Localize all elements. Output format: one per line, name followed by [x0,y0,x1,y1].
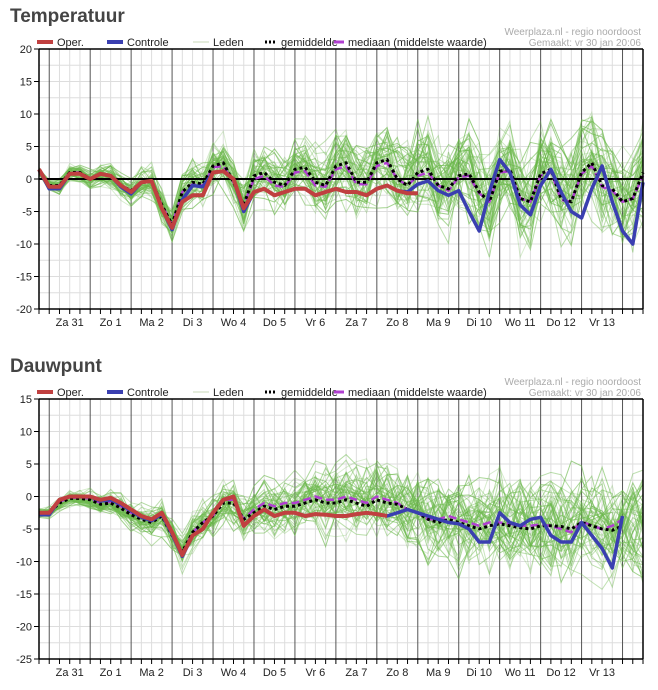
y-tick-label: -25 [16,654,32,666]
x-tick-label: Do 12 [546,317,575,329]
ensemble-member-line [38,125,644,230]
x-tick-label: Di 10 [466,317,492,329]
ensemble-member-line [38,483,644,576]
ensemble-member-line [38,468,644,557]
ensemble-member-line [38,460,644,584]
x-tick-label: Za 7 [345,667,367,679]
y-tick-label: 0 [26,174,32,186]
y-tick-label: -10 [16,557,32,569]
x-tick-label: Vr 13 [589,667,615,679]
ensemble-member-line [38,120,644,236]
dewpoint-panel: Dauwpunt Oper. Controle Leden gemiddelde med… [0,350,658,690]
x-tick-label: Zo 1 [100,667,122,679]
y-tick-label: -10 [16,239,32,251]
x-tick-label: Di 10 [466,667,492,679]
legend-label-oper: Oper. [57,387,84,399]
ensemble-member-line [38,117,644,240]
y-tick-label: 20 [20,44,32,56]
ensemble-member-line [38,136,644,248]
x-tick-label: Wo 4 [221,667,246,679]
legend-label-gemiddelde: gemiddelde [281,37,338,49]
ensemble-member-line [38,475,644,549]
y-tick-label: 5 [26,459,32,471]
ensemble-member-line [38,135,644,229]
ensemble-member-line [38,462,644,580]
x-tick-label: Ma 2 [139,667,163,679]
ensemble-member-line [38,490,644,563]
x-tick-label: Di 3 [183,667,203,679]
ensemble-member-line [38,132,644,223]
dewpoint-chart: Oper. Controle Leden gemiddelde mediaan (mid… [16,377,644,679]
y-tick-label: 15 [20,394,32,406]
x-tick-label: Vr 6 [306,317,326,329]
temperature-chart: Oper. Controle Leden gemiddelde mediaan (mid… [16,27,645,329]
x-tick-label: Do 12 [546,667,575,679]
x-tick-label: Wo 11 [505,317,536,329]
legend-label-mediaan: mediaan (middelste waarde) [348,387,487,399]
ensemble-member-line [38,135,643,244]
panel-title-dewpoint: Dauwpunt [10,356,102,377]
x-tick-label: Za 31 [56,667,84,679]
y-tick-label: -20 [16,622,32,634]
x-tick-label: Do 5 [263,317,286,329]
x-tick-label: Ma 9 [426,667,450,679]
y-tick-label: -20 [16,304,32,316]
y-tick-label: 10 [20,109,32,121]
series-gemiddelde-line [37,158,645,226]
y-tick-label: 15 [20,77,32,89]
x-tick-label: Di 3 [183,317,203,329]
ensemble-member-line [38,139,644,245]
ensemble-member-line [38,474,644,568]
y-tick-label: -5 [22,524,32,536]
x-tick-label: Ma 9 [426,317,450,329]
legend-label-controle: Controle [127,37,169,49]
x-tick-label: Do 5 [263,667,286,679]
x-tick-label: Za 31 [56,317,84,329]
y-tick-label: 0 [26,492,32,504]
ensemble-member-line [38,476,644,589]
x-tick-label: Wo 11 [505,667,536,679]
ensemble-member-line [38,485,644,546]
ensemble-member-line [38,471,644,559]
x-tick-label: Za 7 [345,317,367,329]
source-label: Weerplaza.nl - regio noordoost [504,377,641,388]
legend-label-leden: Leden [213,387,244,399]
made-label: Gemaakt: vr 30 jan 20:06 [529,388,642,399]
x-tick-label: Vr 6 [306,667,326,679]
source-label: Weerplaza.nl - regio noordoost [504,27,641,38]
x-tick-label: Zo 1 [100,317,122,329]
y-tick-label: -5 [22,207,32,219]
y-tick-label: 10 [20,427,32,439]
x-tick-label: Ma 2 [139,317,163,329]
panel-title-temperature: Temperatuur [10,6,125,27]
y-tick-label: 5 [26,142,32,154]
temperature-panel: Temperatuur Oper. Controle Leden gemiddelde… [10,6,645,329]
series-oper-line [37,168,418,230]
x-tick-label: Wo 4 [221,317,246,329]
legend-label-controle: Controle [127,387,169,399]
legend-label-gemiddelde: gemiddelde [281,387,338,399]
made-label: Gemaakt: vr 30 jan 20:06 [529,38,642,49]
y-tick-label: -15 [16,272,32,284]
x-tick-label: Vr 13 [589,317,615,329]
legend-label-leden: Leden [213,37,244,49]
series-oper-line [39,494,388,557]
legend-label-mediaan: mediaan (middelste waarde) [348,37,487,49]
series-mediaan-line [39,495,624,555]
x-tick-label: Zo 8 [386,667,408,679]
ensemble-member-line [38,139,644,225]
y-tick-label: -15 [16,589,32,601]
ensemble-member-line [38,467,644,570]
x-tick-label: Zo 8 [386,317,408,329]
ensemble-member-line [38,476,644,567]
legend-label-oper: Oper. [57,37,84,49]
